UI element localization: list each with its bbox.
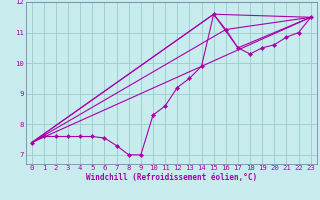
X-axis label: Windchill (Refroidissement éolien,°C): Windchill (Refroidissement éolien,°C) (86, 173, 257, 182)
